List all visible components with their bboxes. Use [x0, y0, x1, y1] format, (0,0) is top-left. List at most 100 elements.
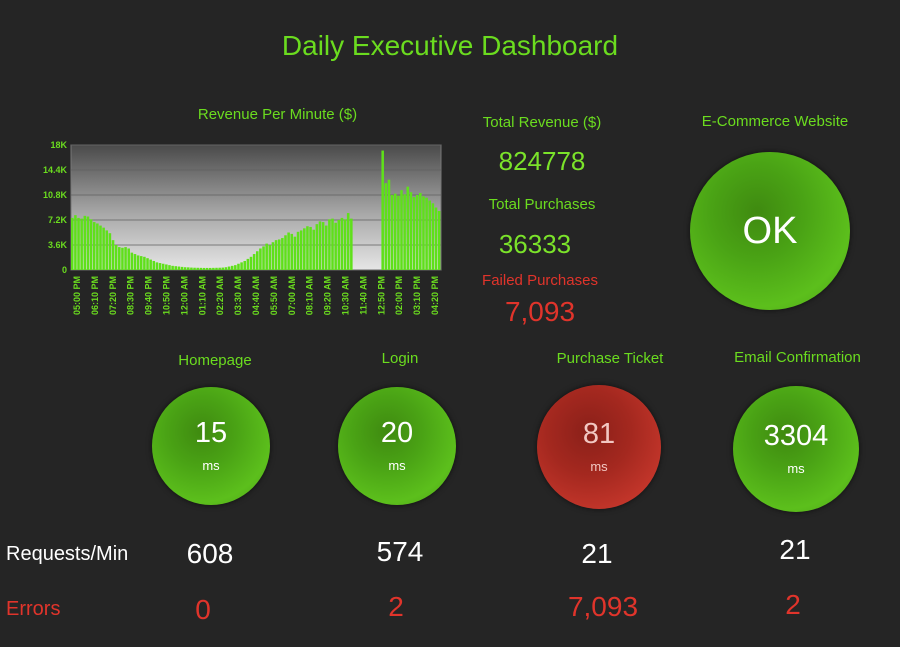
total-purchases-value: 36333	[498, 229, 572, 259]
revenue-bar	[422, 196, 425, 270]
homepage-requests: 608	[186, 538, 234, 569]
revenue-bar	[256, 251, 259, 270]
email-confirmation-latency-gauge: 3304 ms	[733, 386, 859, 512]
login-latency-value: 20	[380, 417, 414, 449]
revenue-bar	[71, 217, 74, 270]
revenue-bar	[118, 247, 121, 270]
revenue-bar	[331, 218, 334, 270]
revenue-bar	[121, 247, 124, 270]
revenue-bar	[224, 267, 228, 270]
x-tick-label: 05:50 AM	[269, 276, 279, 315]
revenue-bar	[434, 207, 438, 270]
x-tick-label: 06:10 PM	[90, 276, 100, 315]
revenue-bar	[218, 267, 221, 270]
revenue-bar	[99, 225, 102, 270]
revenue-bar	[180, 266, 184, 270]
x-tick-label: 05:00 PM	[72, 276, 82, 315]
revenue-bar	[237, 263, 240, 270]
revenue-bar	[80, 218, 83, 270]
revenue-bar	[127, 248, 130, 270]
revenue-bar	[168, 265, 171, 270]
revenue-bar	[161, 263, 165, 270]
service-label-purchase-ticket: Purchase Ticket	[556, 350, 664, 367]
plot-background	[70, 144, 442, 271]
revenue-bar	[74, 215, 77, 270]
revenue-bar	[152, 260, 156, 270]
revenue-bar	[271, 242, 275, 270]
revenue-bar	[240, 262, 243, 270]
login-latency-gauge: 20 ms	[338, 387, 456, 505]
revenue-bar	[96, 223, 99, 270]
website-status-text: OK	[742, 210, 798, 252]
revenue-bar	[111, 240, 115, 270]
revenue-bar	[183, 267, 187, 270]
revenue-bar	[190, 267, 193, 270]
revenue-bar	[387, 179, 391, 270]
revenue-bar	[102, 227, 105, 270]
email-confirmation-errors: 2	[785, 589, 801, 620]
revenue-bar	[425, 197, 428, 270]
revenue-bar	[136, 255, 140, 270]
revenue-bar	[202, 267, 206, 270]
revenue-bar	[86, 216, 90, 270]
login-errors: 2	[388, 591, 404, 622]
revenue-bar	[321, 222, 325, 270]
revenue-bar	[293, 236, 297, 270]
revenue-bar	[284, 235, 287, 270]
revenue-bar	[268, 245, 272, 270]
revenue-bar	[318, 221, 322, 270]
revenue-bar	[77, 217, 80, 270]
x-tick-label: 04:40 AM	[251, 276, 261, 315]
revenue-bar	[259, 248, 262, 270]
revenue-bar	[419, 192, 422, 270]
homepage-latency-value: 15	[194, 417, 228, 449]
x-tick-label: 08:30 PM	[126, 276, 136, 315]
revenue-bar	[83, 215, 87, 270]
revenue-bar	[343, 219, 347, 270]
chart-title: Revenue Per Minute ($)	[197, 106, 358, 123]
revenue-bar	[177, 266, 181, 270]
failed-purchases-label: Failed Purchases	[482, 272, 598, 289]
revenue-bar	[390, 195, 394, 270]
revenue-bar	[437, 210, 441, 270]
service-label-email-confirmation: Email Confirmation	[734, 349, 861, 366]
revenue-bar	[205, 267, 209, 270]
revenue-bar	[143, 256, 146, 270]
revenue-bar	[306, 226, 309, 270]
y-tick-label: 7.2K	[48, 215, 68, 225]
revenue-bar	[139, 256, 143, 270]
revenue-bar	[340, 217, 344, 270]
revenue-bar	[334, 222, 337, 270]
revenue-bar	[193, 267, 196, 270]
revenue-bar	[252, 254, 256, 270]
x-tick-label: 12:00 AM	[179, 276, 189, 315]
revenue-bar	[230, 265, 234, 270]
revenue-bar	[234, 265, 237, 270]
x-tick-label: 08:10 AM	[305, 276, 315, 315]
homepage-errors: 0	[195, 594, 211, 625]
x-tick-label: 03:10 PM	[412, 276, 422, 315]
revenue-bar	[296, 231, 300, 270]
revenue-bar	[403, 194, 406, 270]
purchase-ticket-latency-gauge: 81 ms	[537, 385, 661, 509]
y-tick-label: 3.6K	[48, 240, 68, 250]
revenue-bar	[350, 218, 353, 270]
revenue-bar	[428, 200, 431, 270]
revenue-chart: 18K 14.4K 10.8K 7.2K 3.6K 0 05:00 PM 06:10 PM 0…	[43, 140, 442, 315]
website-status-gauge: OK	[690, 152, 850, 310]
x-tick-label: 02:20 AM	[215, 276, 225, 315]
website-label: E-Commerce Website	[701, 113, 849, 130]
revenue-bar	[381, 150, 384, 270]
revenue-bar	[409, 192, 413, 270]
revenue-bar	[281, 238, 284, 270]
homepage-latency-unit: ms	[202, 458, 220, 473]
revenue-bar	[155, 262, 159, 270]
revenue-bar	[187, 267, 190, 270]
email-confirmation-requests: 21	[779, 534, 811, 565]
revenue-bar	[89, 219, 93, 270]
revenue-bar	[309, 226, 312, 270]
revenue-bar	[312, 229, 315, 270]
service-label-homepage: Homepage	[178, 352, 252, 369]
x-tick-label: 12:50 PM	[376, 276, 386, 315]
y-tick-label: 14.4K	[43, 165, 68, 175]
